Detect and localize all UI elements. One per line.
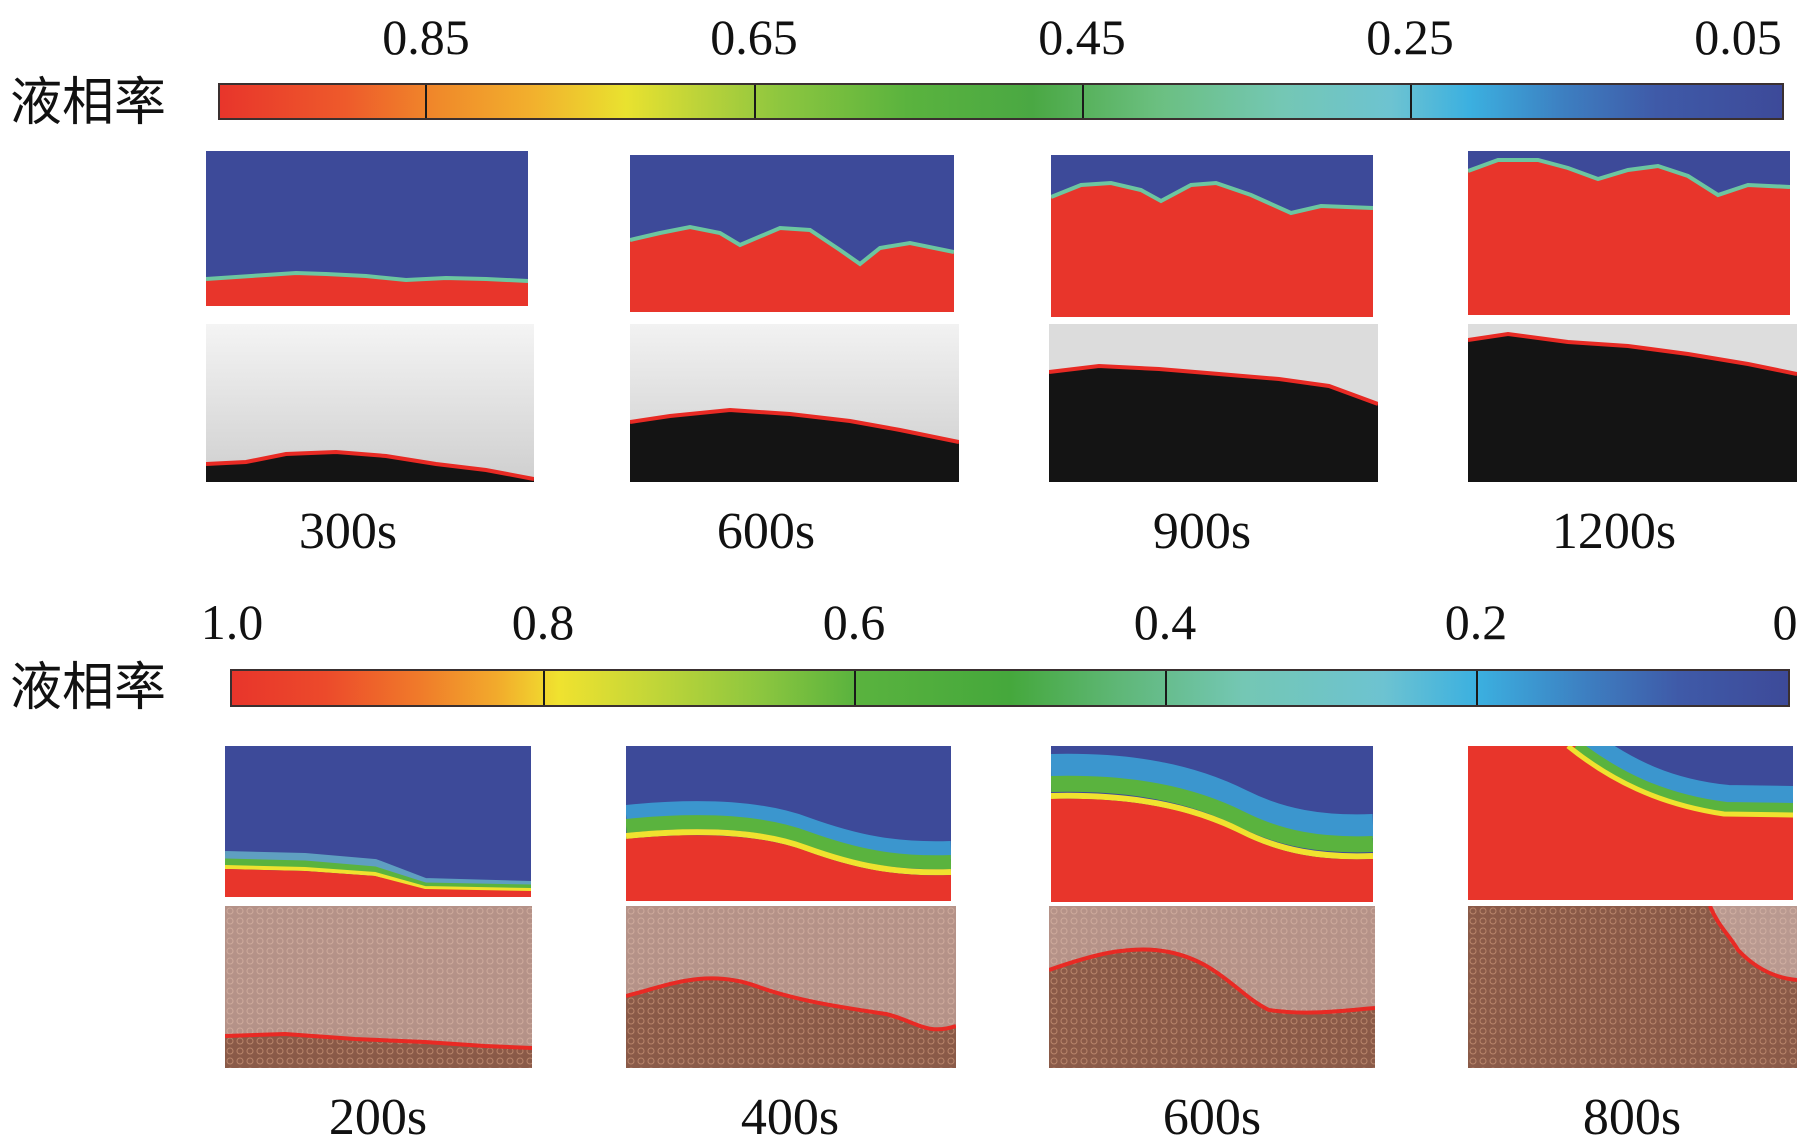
top-time-300s: 300s [298, 503, 398, 560]
top-tick-4: 0.25 [1366, 9, 1454, 65]
bottom-tick-1: 1.0 [200, 594, 264, 650]
top-sim-panel-600s [630, 155, 954, 312]
bottom-colorbar-divider [1476, 671, 1478, 705]
top-colorbar-divider [1410, 85, 1412, 118]
top-tick-1: 0.85 [382, 9, 470, 65]
top-tick-2: 0.65 [710, 9, 798, 65]
top-colorbar [218, 83, 1784, 120]
top-sim-panel-300s [206, 151, 528, 306]
top-photo-panel-1200s [1468, 324, 1797, 482]
top-sim-panel-900s [1051, 155, 1373, 317]
bottom-sim-panel-600s [1051, 746, 1373, 902]
top-sim-panel-1200s [1468, 151, 1790, 315]
top-tick-3: 0.45 [1038, 9, 1126, 65]
top-colorbar-divider [1082, 85, 1084, 118]
bottom-tick-5: 0.2 [1444, 594, 1508, 650]
top-time-900s: 900s [1152, 503, 1252, 560]
bottom-colorbar-divider [543, 671, 545, 705]
top-photo-panel-900s [1049, 324, 1378, 482]
top-colorbar-label: 液相率 [10, 75, 167, 132]
bottom-time-600s: 600s [1162, 1089, 1262, 1142]
top-tick-5: 0.05 [1694, 9, 1782, 65]
bottom-sim-panel-200s [225, 746, 531, 897]
bottom-tick-3: 0.6 [822, 594, 886, 650]
bottom-tick-2: 0.8 [511, 594, 575, 650]
bottom-colorbar-label: 液相率 [10, 660, 167, 717]
bottom-sim-panel-800s [1468, 746, 1793, 900]
bottom-colorbar-divider [854, 671, 856, 705]
top-photo-panel-300s [206, 324, 534, 482]
top-colorbar-divider [425, 85, 427, 118]
bottom-time-200s: 200s [328, 1089, 428, 1142]
bottom-photo-panel-600s [1049, 906, 1375, 1068]
bottom-tick-6: 0 [1772, 594, 1798, 650]
bottom-sim-panel-400s [626, 746, 951, 901]
bottom-time-400s: 400s [740, 1089, 840, 1142]
bottom-colorbar [230, 669, 1790, 707]
bottom-photo-panel-400s [626, 906, 956, 1068]
top-colorbar-divider [754, 85, 756, 118]
bottom-time-800s: 800s [1582, 1089, 1682, 1142]
bottom-tick-4: 0.4 [1133, 594, 1197, 650]
top-time-1200s: 1200s [1551, 503, 1677, 560]
top-time-600s: 600s [716, 503, 816, 560]
bottom-photo-panel-200s [225, 906, 532, 1068]
bottom-colorbar-divider [1165, 671, 1167, 705]
top-photo-panel-600s [630, 324, 959, 482]
bottom-photo-panel-800s [1468, 906, 1797, 1068]
